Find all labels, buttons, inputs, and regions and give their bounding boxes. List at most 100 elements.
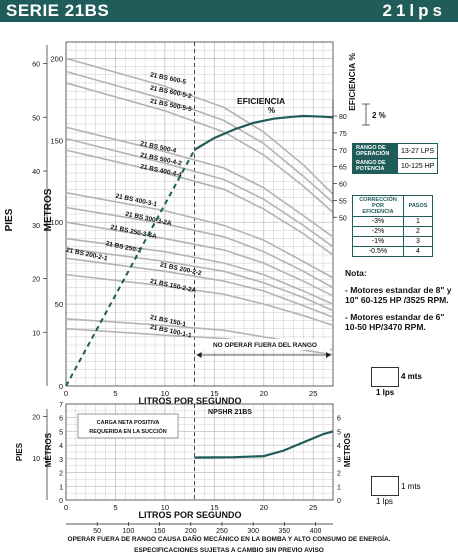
pump-curve-label: 21 BS 200-2-1 — [65, 247, 108, 263]
steps-value: 1 — [403, 216, 433, 227]
gpm-tick-label: 350 — [279, 528, 291, 535]
m-tick-label: 40 — [32, 169, 40, 176]
table-row: CORRECCIÓN POR EFICIENCIA PASOS — [352, 195, 433, 217]
pump-curve-line — [65, 257, 334, 318]
npsh-left-m-tick: 3 — [59, 457, 63, 464]
note-item: - Motores estandar de 6" 10-50 HP/3470 R… — [345, 312, 445, 332]
series-title: SERIE 21BS — [6, 1, 110, 20]
npsh-right-m-tick: 5 — [337, 429, 341, 436]
operation-range-value: 13-27 LPS — [396, 143, 439, 159]
note-item: - Motores estandar de 8" y 10" 60-125 HP… — [345, 285, 452, 305]
eff-tick-label: 60 — [339, 182, 347, 189]
npsh-right-axis-label: METROS — [343, 432, 352, 467]
npsh-right-m-tick: 3 — [337, 457, 341, 464]
eff-tick-label: 50 — [339, 215, 347, 222]
table-row: -1% 3 — [352, 236, 433, 247]
m-tick-label: 60 — [32, 62, 40, 69]
footer-warning: OPERAR FUERA DE RANGO CAUSA DAÑO MECÁNIC… — [67, 536, 391, 543]
gpm-tick-label: 50 — [93, 528, 101, 535]
steps-value: 2 — [403, 226, 433, 237]
ft-tick-label: 0 — [59, 382, 63, 391]
notes-panel: Nota: - Motores estandar de 8" y 10" 60-… — [345, 268, 455, 339]
pump-curve-line — [65, 149, 334, 256]
x-axis-label: LITROS POR SEGUNDO — [138, 396, 241, 406]
pump-curve-label: 21 BS 250-2 — [105, 240, 143, 255]
header-bar: SERIE 21BS 21lps — [0, 0, 458, 22]
notes-title: Nota: — [345, 268, 367, 278]
no-operate-label: NO OPERAR FUERA DEL RANGO — [213, 342, 317, 349]
ft-tick-label: 50 — [55, 300, 63, 309]
npsh-left-m-tick: 6 — [59, 416, 63, 423]
arrow-head-left — [196, 352, 202, 358]
gpm-tick-label: 100 — [123, 528, 135, 535]
main-scale-lps: 1 lps — [376, 388, 395, 397]
pump-curve-line — [65, 206, 334, 289]
npsh-scale-mts: 1 mts — [401, 482, 421, 491]
npsh-right-m-tick: 1 — [337, 484, 341, 491]
main-scale-box — [371, 367, 399, 387]
npsh-x-tick: 15 — [210, 503, 218, 512]
gpm-tick-label: 300 — [247, 528, 259, 535]
pump-curve-line — [65, 273, 334, 327]
ft-tick-label: 200 — [50, 54, 63, 63]
npsh-left-m-tick: 5 — [59, 429, 63, 436]
pump-curve-line — [65, 126, 334, 238]
pump-curve-label: 21 BS 500-5-5 — [149, 98, 192, 114]
table-row: -2% 2 — [352, 226, 433, 237]
npsh-left-m-tick: 4 — [59, 443, 63, 450]
efficiency-curve — [193, 114, 334, 151]
m-tick-label: 50 — [32, 115, 40, 122]
npsh-x-tick: 25 — [309, 503, 317, 512]
npsh-ft-tick: 10 — [32, 456, 40, 463]
npsh-x-tick: 10 — [161, 503, 169, 512]
npsh-x-axis-label: LITROS POR SEGUNDO — [138, 510, 241, 520]
npsh-ft-axis-label: PIES — [15, 442, 24, 461]
steps-header: PASOS — [403, 195, 433, 217]
x-tick-label: 20 — [260, 389, 268, 398]
npsh-left-m-tick: 2 — [59, 471, 63, 478]
eff-tick-label: 55 — [339, 198, 347, 205]
power-range-label: RANGO DE POTENCIA — [352, 158, 398, 174]
x-tick-label: 10 — [161, 389, 169, 398]
eff-tick-label: 75 — [339, 131, 347, 138]
no-operate-label-bg — [200, 339, 330, 350]
npsh-scale-box — [371, 476, 399, 496]
correction-value: -3% — [352, 216, 404, 227]
m-tick-label: 10 — [32, 330, 40, 337]
flow-title: 21lps — [382, 1, 446, 20]
correction-value: -1% — [352, 236, 404, 247]
pump-curve-line — [65, 82, 334, 213]
x-tick-label: 25 — [309, 389, 317, 398]
ft-axis-label: PIES — [4, 208, 15, 231]
gpm-tick-label: 250 — [216, 528, 228, 535]
correction-header: CORRECCIÓN POR EFICIENCIA — [352, 195, 404, 217]
npsh-right-m-tick: 4 — [337, 443, 341, 450]
x-tick-label: 0 — [64, 389, 68, 398]
efficiency-unit: % — [268, 106, 275, 115]
npsh-curve — [194, 430, 334, 459]
npsh-left-m-tick: 7 — [59, 402, 63, 409]
npsh-ft-tick: 20 — [32, 414, 40, 421]
steps-value: 3 — [403, 236, 433, 247]
npsh-right-m-tick: 6 — [337, 416, 341, 423]
pump-curve-line — [65, 247, 334, 312]
npsh-note-box — [77, 413, 179, 439]
pump-curve-label: 21 BS 150-2-2A — [149, 278, 197, 295]
x-tick-label: 15 — [210, 389, 218, 398]
eff-tick-label: 70 — [339, 148, 347, 155]
efficiency-label: EFICIENCIA — [237, 96, 285, 106]
ft-tick-label: 100 — [50, 218, 63, 227]
correction-value: -0.5% — [352, 246, 404, 257]
efficiency-correction-table: CORRECCIÓN POR EFICIENCIA PASOS -3% 1 -2%… — [352, 195, 433, 257]
npsh-x-tick: 0 — [64, 503, 68, 512]
steps-value: 4 — [403, 246, 433, 257]
npsh-right-m-tick: 0 — [337, 498, 341, 505]
m-tick-label: 30 — [32, 223, 40, 230]
arrow-head-right — [326, 352, 331, 358]
main-scale-mts: 4 mts — [401, 372, 422, 381]
eff-tick-label: 65 — [339, 165, 347, 172]
npsh-left-m-tick: 0 — [59, 498, 63, 505]
pump-curve-line — [65, 70, 334, 204]
npsh-x-tick: 20 — [260, 503, 268, 512]
